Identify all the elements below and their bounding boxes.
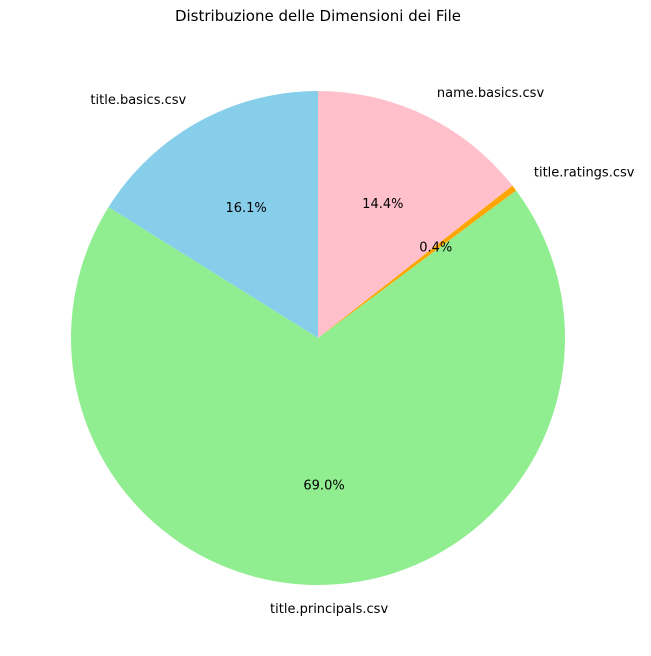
- slice-label-name-basics-csv: name.basics.csv: [437, 86, 545, 101]
- slice-pct-name-basics-csv: 14.4%: [362, 197, 403, 212]
- pie-slice-title-ratings-csv: [318, 185, 517, 338]
- slice-pct-title-principals-csv: 69.0%: [303, 479, 344, 494]
- chart-title: Distribuzione delle Dimensioni dei File: [175, 7, 461, 25]
- slice-label-title-ratings-csv: title.ratings.csv: [534, 166, 635, 181]
- slice-pct-title-basics-csv: 16.1%: [225, 201, 266, 216]
- slice-label-title-basics-csv: title.basics.csv: [90, 93, 186, 108]
- pie-slice-title-basics-csv: [108, 91, 318, 338]
- slice-pct-title-ratings-csv: 0.4%: [419, 241, 452, 256]
- slice-label-title-principals-csv: title.principals.csv: [270, 602, 388, 617]
- pie-slices: [71, 91, 566, 585]
- pie-slice-title-principals-csv: [71, 190, 566, 585]
- pie-slice-name-basics-csv: [318, 91, 513, 338]
- pie-labels: title.basics.csv 16.1% title.principals.cs…: [90, 86, 634, 617]
